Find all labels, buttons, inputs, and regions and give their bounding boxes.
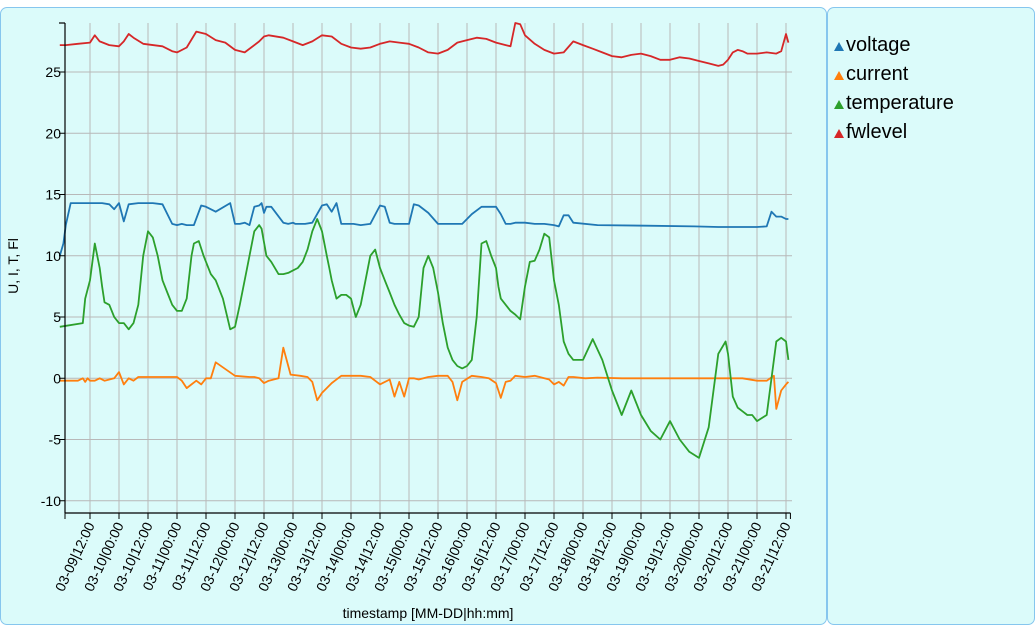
legend-marker-fwlevel — [834, 129, 844, 138]
line-chart: -10-5051015202503-09|12:0003-10|00:0003-… — [5, 22, 794, 621]
y-tick-label: -5 — [49, 432, 62, 448]
y-tick-label: 0 — [53, 370, 61, 386]
legend-panel: voltage current temperature fwlevel — [827, 7, 1035, 625]
legend-item-temperature[interactable]: temperature — [834, 90, 954, 116]
x-axis-label: timestamp [MM-DD|hh:mm] — [343, 605, 514, 621]
chart-panel: -10 -5 0 5 10 15 20 25 03-09|12:00 03-10|00:00 03-… — [0, 7, 827, 625]
legend-label-voltage: voltage — [846, 33, 911, 56]
legend-label-temperature: temperature — [846, 91, 954, 114]
series-line-voltage — [58, 202, 789, 257]
series-layer — [58, 22, 790, 459]
legend-item-current[interactable]: current — [834, 61, 908, 87]
axes: -10-5051015202503-09|12:0003-10|00:0003-… — [41, 22, 794, 594]
series-line-current — [59, 346, 790, 410]
legend-marker-temperature — [834, 100, 844, 109]
y-tick-label: 20 — [45, 125, 61, 141]
series-line-fwlevel — [59, 22, 790, 67]
grid — [65, 23, 792, 513]
legend-label-current: current — [846, 62, 909, 85]
legend-item-fwlevel[interactable]: fwlevel — [834, 119, 907, 145]
y-tick-label: 10 — [45, 248, 61, 264]
legend-label-fwlevel: fwlevel — [846, 120, 908, 143]
y-tick-label: 5 — [53, 309, 61, 325]
y-axis-label: U, I, T, Fl — [5, 238, 21, 294]
legend-marker-voltage — [834, 42, 844, 51]
y-tick-label: -10 — [41, 493, 61, 509]
y-tick-label: 15 — [45, 187, 61, 203]
series-line-temperature — [59, 218, 790, 459]
legend-item-voltage[interactable]: voltage — [834, 32, 911, 58]
y-tick-label: 25 — [45, 64, 61, 80]
legend-marker-current — [834, 71, 844, 80]
